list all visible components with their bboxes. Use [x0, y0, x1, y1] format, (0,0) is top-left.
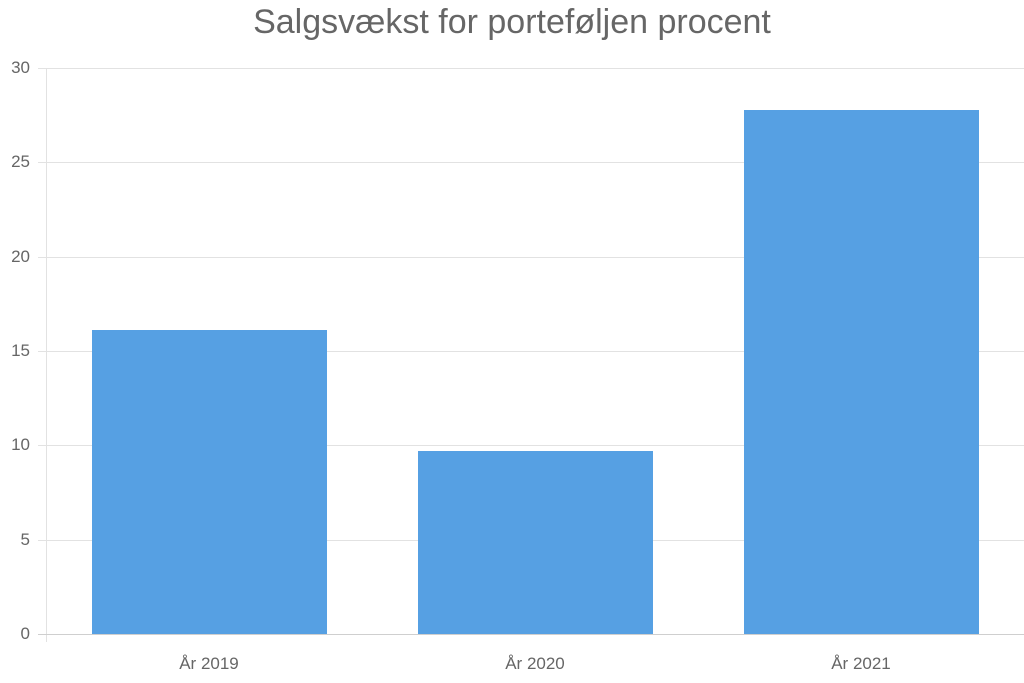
y-tick-label: 0	[20, 624, 30, 643]
y-axis-line	[46, 68, 47, 642]
y-tick-label: 25	[11, 152, 30, 171]
bar[interactable]	[92, 330, 327, 634]
chart-title: Salgsvækst for porteføljen procent	[253, 3, 771, 41]
y-tick-label: 15	[11, 341, 30, 360]
x-tick-label: År 2020	[505, 654, 565, 673]
gridline	[38, 351, 1024, 352]
gridline	[38, 162, 1024, 163]
gridline	[38, 634, 1024, 635]
bar[interactable]	[418, 451, 653, 634]
gridline	[38, 257, 1024, 258]
y-tick-label: 20	[11, 247, 30, 266]
x-tick-label: År 2021	[831, 654, 891, 673]
bar[interactable]	[744, 110, 979, 634]
y-tick-label: 5	[20, 530, 30, 549]
y-tick-label: 10	[11, 435, 30, 454]
gridline	[38, 68, 1024, 69]
y-tick-label: 30	[11, 58, 30, 77]
x-tick-label: År 2019	[179, 654, 239, 673]
gridline	[38, 445, 1024, 446]
